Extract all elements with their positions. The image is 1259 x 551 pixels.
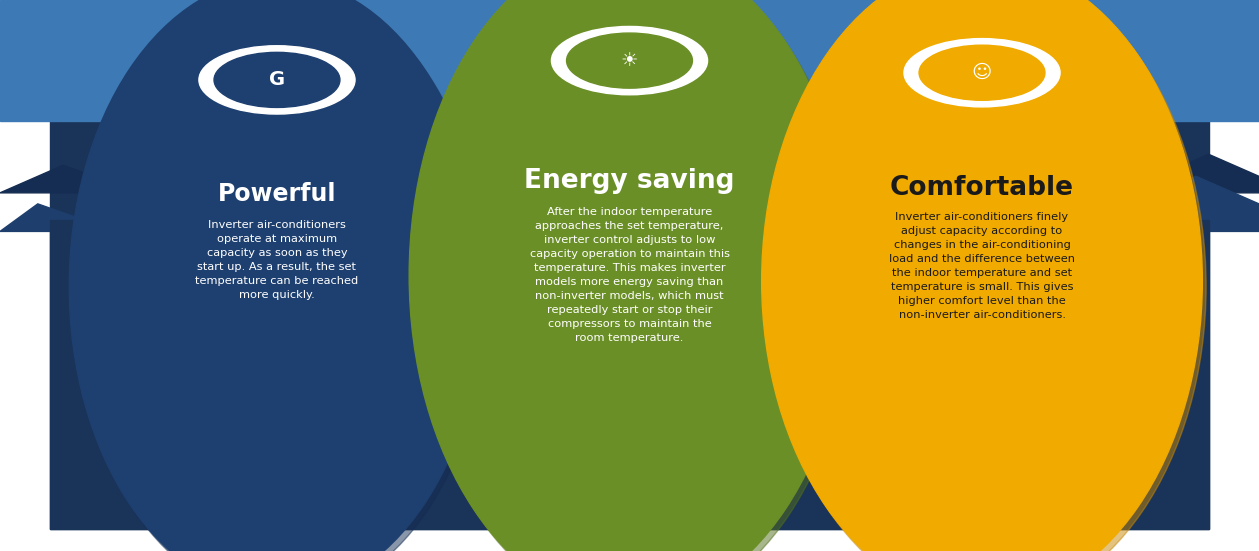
Text: ☀: ☀ bbox=[621, 51, 638, 70]
Ellipse shape bbox=[73, 0, 488, 551]
Ellipse shape bbox=[413, 0, 854, 551]
Text: Powerful: Powerful bbox=[218, 182, 336, 206]
Circle shape bbox=[904, 39, 1060, 107]
Circle shape bbox=[551, 26, 708, 95]
Text: G: G bbox=[269, 71, 285, 89]
Text: ☺: ☺ bbox=[972, 63, 992, 82]
Polygon shape bbox=[50, 22, 1209, 529]
Circle shape bbox=[567, 33, 692, 88]
Circle shape bbox=[199, 46, 355, 114]
Text: Inverter air-conditioners
operate at maximum
capacity as soon as they
start up. : Inverter air-conditioners operate at max… bbox=[195, 220, 359, 300]
Polygon shape bbox=[50, 220, 1209, 529]
Circle shape bbox=[919, 45, 1045, 100]
Ellipse shape bbox=[762, 0, 1202, 551]
Ellipse shape bbox=[409, 0, 850, 551]
Ellipse shape bbox=[69, 0, 485, 551]
Polygon shape bbox=[0, 121, 1259, 193]
Text: Comfortable: Comfortable bbox=[890, 175, 1074, 201]
Text: Inverter air-conditioners finely
adjust capacity according to
changes in the air: Inverter air-conditioners finely adjust … bbox=[889, 212, 1075, 320]
Polygon shape bbox=[0, 0, 1259, 121]
Circle shape bbox=[214, 52, 340, 107]
Text: Energy saving: Energy saving bbox=[524, 168, 735, 194]
Text: After the indoor temperature
approaches the set temperature,
inverter control ad: After the indoor temperature approaches … bbox=[530, 207, 729, 343]
Ellipse shape bbox=[765, 0, 1206, 551]
Polygon shape bbox=[0, 154, 1259, 231]
